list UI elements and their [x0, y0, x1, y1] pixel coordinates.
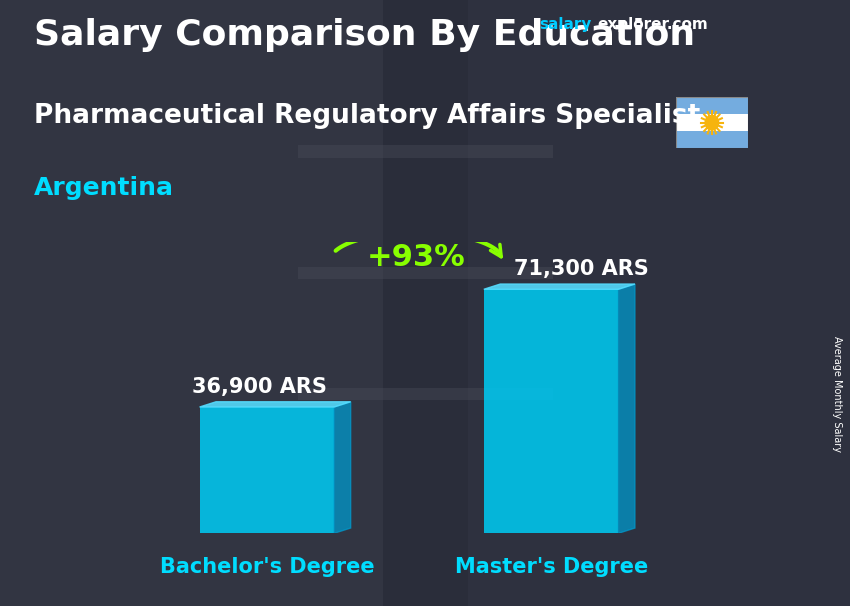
Text: salary: salary [540, 17, 592, 32]
Text: Master's Degree: Master's Degree [455, 556, 648, 576]
Text: Average Monthly Salary: Average Monthly Salary [832, 336, 842, 452]
Text: 36,900 ARS: 36,900 ARS [192, 377, 327, 397]
Text: explorer.com: explorer.com [598, 17, 708, 32]
Bar [298, 145, 552, 158]
FancyBboxPatch shape [484, 289, 619, 533]
Bar [0, 0, 382, 606]
FancyBboxPatch shape [200, 407, 334, 533]
Text: 71,300 ARS: 71,300 ARS [513, 259, 649, 279]
Text: Argentina: Argentina [34, 176, 174, 200]
Bar [676, 132, 748, 148]
Bar [676, 114, 748, 132]
Text: +93%: +93% [367, 243, 466, 272]
Text: Bachelor's Degree: Bachelor's Degree [160, 556, 374, 576]
Bar [676, 97, 748, 114]
Polygon shape [334, 402, 351, 533]
Text: Salary Comparison By Education: Salary Comparison By Education [34, 18, 695, 52]
Polygon shape [200, 402, 351, 407]
Bar [468, 0, 850, 606]
Circle shape [706, 116, 718, 130]
Bar [298, 267, 552, 279]
Text: Pharmaceutical Regulatory Affairs Specialist: Pharmaceutical Regulatory Affairs Specia… [34, 103, 700, 129]
Polygon shape [619, 284, 635, 533]
Polygon shape [484, 284, 635, 289]
Bar [298, 388, 552, 400]
